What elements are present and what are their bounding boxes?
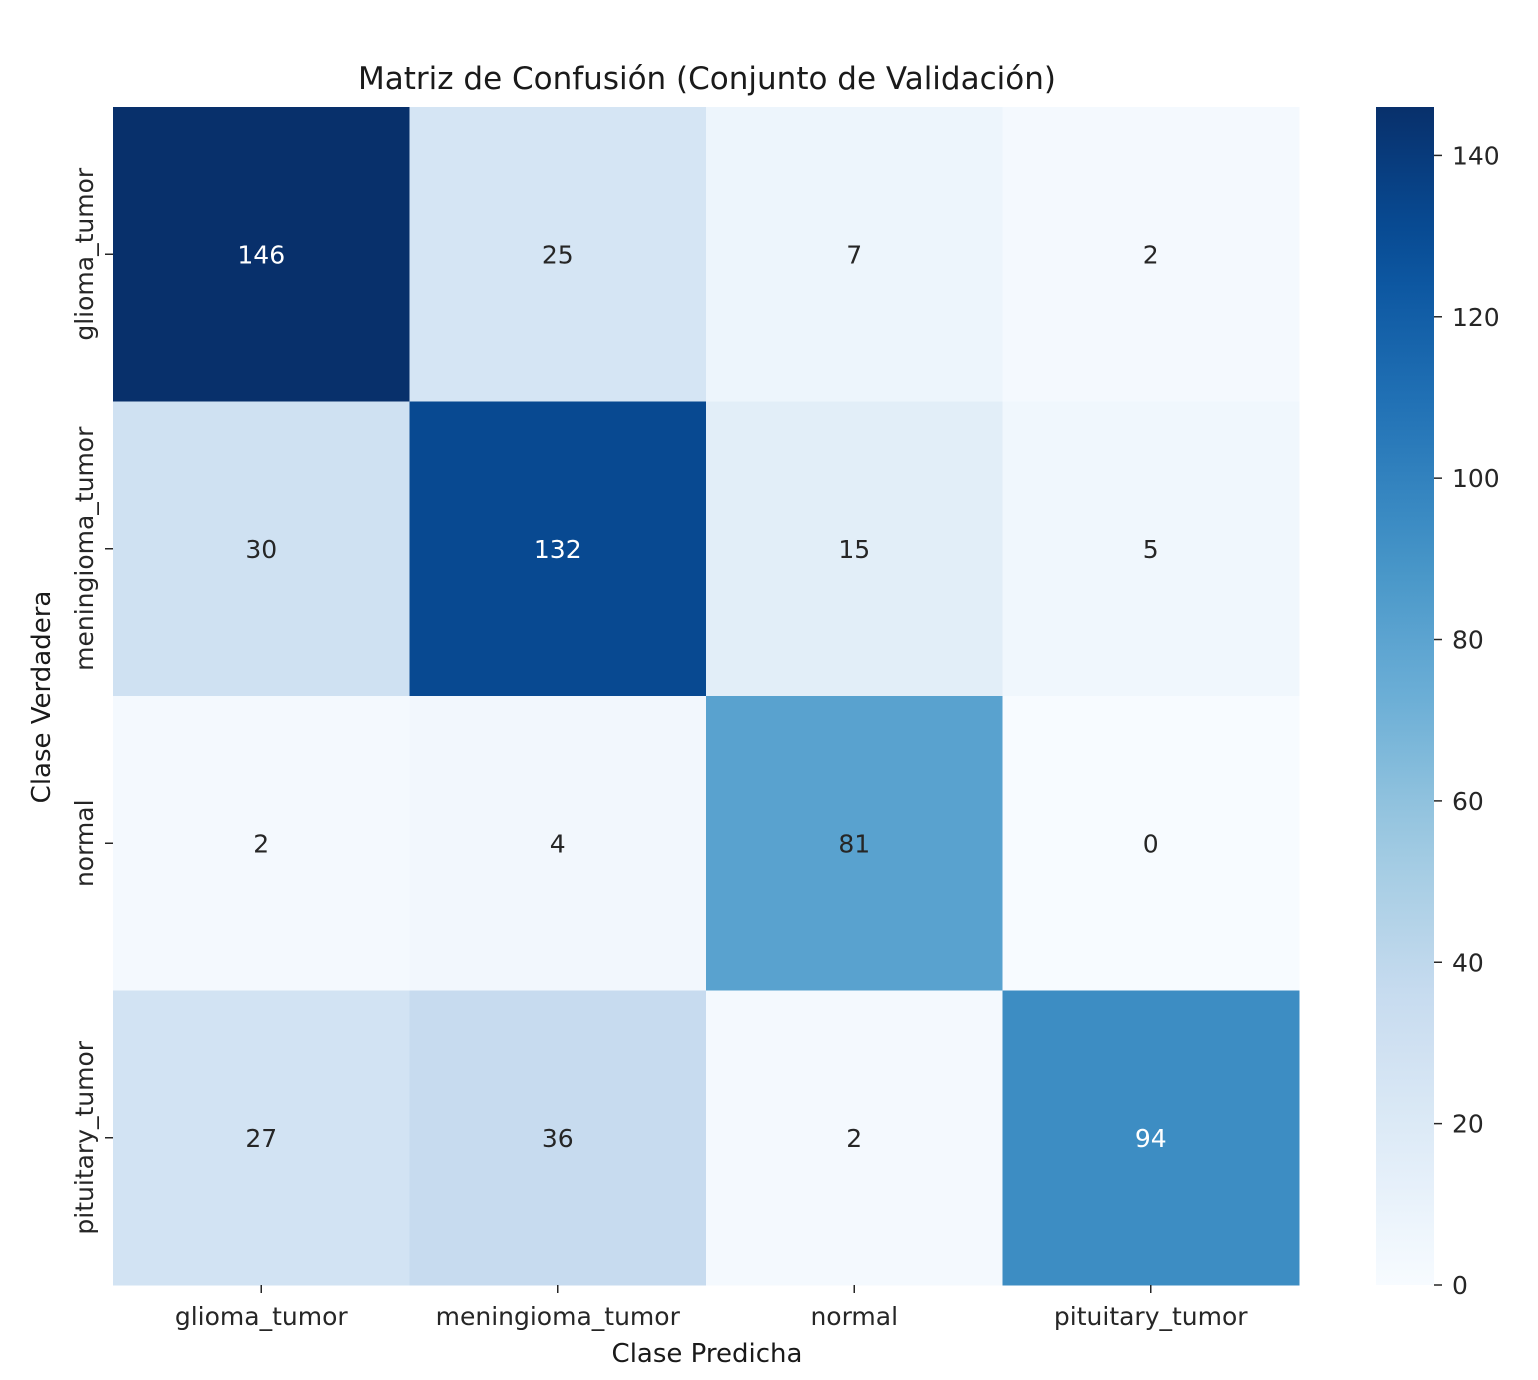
cell-value-label: 36 [542, 1124, 574, 1153]
x-tick-label: meningioma_tumor [436, 1302, 681, 1331]
heatmap-cell [113, 107, 410, 402]
x-tick-labels: glioma_tumor meningioma_tumor normal pituit… [175, 1285, 1248, 1331]
colorbar-tick-label: 0 [1452, 1271, 1468, 1300]
y-tick-label: normal [70, 799, 99, 887]
heatmap-cell [113, 696, 410, 991]
heatmap-cell [1002, 107, 1300, 402]
colorbar [1376, 107, 1434, 1285]
colorbar-tick-label: 60 [1452, 787, 1484, 816]
x-tick-label: glioma_tumor [175, 1302, 349, 1331]
cell-value-label: 4 [550, 829, 566, 858]
heatmap-cell [409, 990, 707, 1286]
heatmap-cell [706, 696, 1003, 991]
y-tick-label: meningioma_tumor [70, 426, 99, 671]
x-tick-label: normal [810, 1302, 898, 1331]
heatmap-cell [706, 401, 1003, 697]
cell-value-label: 146 [237, 240, 285, 269]
cell-value-label: 27 [245, 1124, 277, 1153]
chart-title: Matriz de Confusión (Conjunto de Validac… [358, 61, 1056, 97]
colorbar-tick-label: 140 [1452, 141, 1500, 170]
cell-value-label: 15 [838, 535, 870, 564]
colorbar-tick-label: 120 [1452, 303, 1500, 332]
heatmap-cell [409, 696, 707, 991]
heatmap-cell [706, 107, 1003, 402]
cell-value-label: 94 [1135, 1124, 1167, 1153]
colorbar-tick-label: 40 [1452, 948, 1484, 977]
colorbar-tick-label: 80 [1452, 626, 1484, 655]
heatmap-cells: 146 25 7 2 30 132 15 5 2 4 81 0 27 36 2 94 [113, 107, 1300, 1286]
heatmap-cell [1002, 990, 1300, 1286]
cell-value-label: 81 [838, 829, 870, 858]
heatmap-cell [113, 990, 410, 1286]
cell-value-label: 132 [534, 535, 582, 564]
heatmap-cell [1002, 401, 1300, 697]
y-tick-label: glioma_tumor [70, 167, 99, 341]
heatmap-cell [113, 401, 410, 697]
colorbar-tick-label: 100 [1452, 464, 1500, 493]
cell-value-label: 25 [542, 240, 574, 269]
cell-value-label: 2 [1143, 240, 1159, 269]
colorbar-ticks: 0 20 40 60 80 100 120 140 [1434, 141, 1500, 1300]
colorbar-tick-label: 20 [1452, 1110, 1484, 1139]
y-axis-label: Clase Verdadera [27, 591, 57, 804]
cell-value-label: 7 [846, 240, 862, 269]
x-tick-label: pituitary_tumor [1054, 1302, 1248, 1331]
cell-value-label: 30 [245, 535, 277, 564]
x-axis-label: Clase Predicha [612, 1339, 803, 1369]
cell-value-label: 2 [253, 829, 269, 858]
y-tick-label: pituitary_tumor [70, 1040, 99, 1234]
heatmap-cell [1002, 696, 1300, 991]
cell-value-label: 0 [1143, 829, 1159, 858]
heatmap-cell [706, 990, 1003, 1286]
cell-value-label: 5 [1143, 535, 1159, 564]
cell-value-label: 2 [846, 1124, 862, 1153]
heatmap-cell [409, 401, 707, 697]
heatmap-cell [409, 107, 707, 402]
